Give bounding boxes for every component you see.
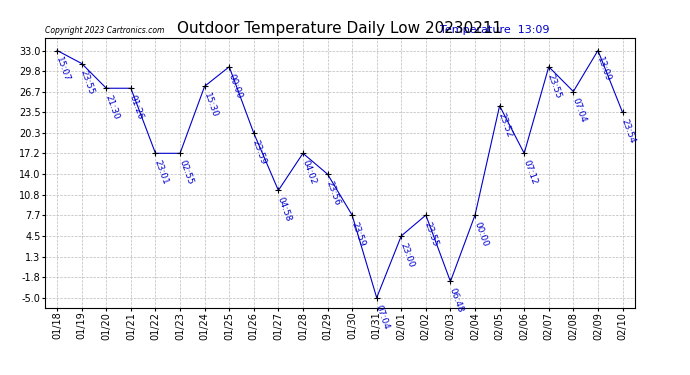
Text: 13:09: 13:09 xyxy=(595,56,612,84)
Text: 23:01: 23:01 xyxy=(152,159,170,186)
Text: 07:12: 07:12 xyxy=(521,159,539,186)
Text: Copyright 2023 Cartronics.com: Copyright 2023 Cartronics.com xyxy=(45,26,164,35)
Text: 04:02: 04:02 xyxy=(300,159,317,186)
Text: 07:04: 07:04 xyxy=(374,303,391,331)
Text: 23:52: 23:52 xyxy=(497,111,514,138)
Text: 04:58: 04:58 xyxy=(275,196,293,223)
Text: 15:07: 15:07 xyxy=(55,56,72,84)
Text: 23:59: 23:59 xyxy=(251,139,268,166)
Text: Temperature  13:09: Temperature 13:09 xyxy=(440,25,550,35)
Text: 07:04: 07:04 xyxy=(571,97,588,124)
Text: 06:48: 06:48 xyxy=(448,287,465,314)
Text: 23:56: 23:56 xyxy=(324,180,342,207)
Text: 21:30: 21:30 xyxy=(104,94,121,121)
Text: 23:59: 23:59 xyxy=(349,220,366,248)
Text: 23:54: 23:54 xyxy=(620,118,637,145)
Text: 23:55: 23:55 xyxy=(423,220,440,248)
Text: 00:00: 00:00 xyxy=(226,72,244,100)
Title: Outdoor Temperature Daily Low 20230211: Outdoor Temperature Daily Low 20230211 xyxy=(177,21,502,36)
Text: 00:00: 00:00 xyxy=(472,220,489,248)
Text: 23:55: 23:55 xyxy=(546,72,563,100)
Text: 23:55: 23:55 xyxy=(79,69,96,96)
Text: 15:30: 15:30 xyxy=(201,92,219,119)
Text: 23:00: 23:00 xyxy=(398,242,415,269)
Text: 02:55: 02:55 xyxy=(177,159,195,186)
Text: 01:26: 01:26 xyxy=(128,94,146,121)
